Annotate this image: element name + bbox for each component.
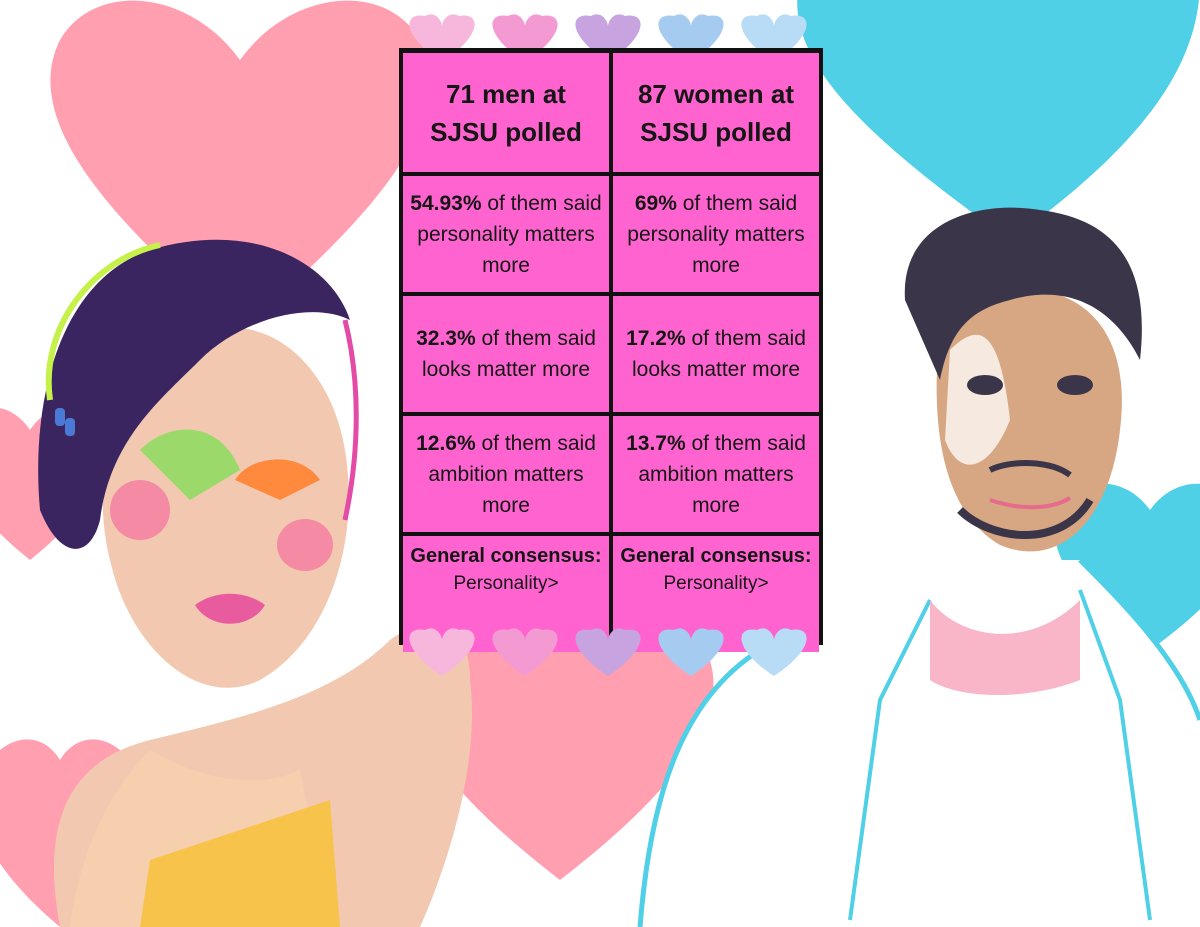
women-personality-stat: 69% of them said personality matters mor… <box>613 176 819 292</box>
stat-value: 17.2% <box>626 327 686 350</box>
stat-text: of them said looks matter more <box>421 327 596 381</box>
heart-icon-lavender <box>575 14 641 62</box>
stat-text: of them said looks matter more <box>631 327 806 381</box>
heart-icon-blue <box>658 628 724 676</box>
heart-icon-pink-light <box>409 628 475 676</box>
heart-icon-pink <box>492 628 558 676</box>
men-personality-stat: 54.93% of them said personality matters … <box>403 176 609 292</box>
women-header: 87 women at SJSU polled <box>613 53 819 172</box>
consensus-title: General consensus: <box>410 545 602 567</box>
stat-value: 12.6% <box>416 431 476 455</box>
consensus-title: General consensus: <box>620 545 812 567</box>
stat-text: of them said personality matters more <box>627 191 805 277</box>
heart-icon-pink-light <box>409 14 475 62</box>
pink-heart-mid <box>406 605 714 880</box>
heart-icon-pink <box>492 14 558 62</box>
heart-icon-blue-light <box>741 628 807 676</box>
women-ambition-stat: 13.7% of them said ambition matters more <box>613 416 819 532</box>
consensus-value: Personality> <box>453 573 559 594</box>
heart-icon-lavender <box>575 628 641 676</box>
blue-heart-large <box>797 0 1199 240</box>
stat-value: 69% <box>634 191 677 215</box>
bottom-heart-row <box>409 628 807 676</box>
pink-heart-large <box>50 0 430 330</box>
stat-value: 32.3% <box>416 327 476 350</box>
stat-value: 54.93% <box>410 191 482 215</box>
heart-icon-blue-light <box>741 14 807 62</box>
stat-text: of them said ambition matters more <box>638 431 806 517</box>
men-header: 71 men at SJSU polled <box>403 53 609 172</box>
blue-heart-right-mid <box>1055 483 1200 650</box>
stat-value: 13.7% <box>626 431 686 455</box>
poll-table: 71 men at SJSU polled 87 women at SJSU p… <box>399 48 823 652</box>
men-looks-stat: 32.3% of them said looks matter more <box>403 296 609 412</box>
stat-text: of them said personality matters more <box>417 191 602 277</box>
consensus-value: Personality> <box>663 573 769 594</box>
women-looks-stat: 17.2% of them said looks matter more <box>613 296 819 412</box>
men-ambition-stat: 12.6% of them said ambition matters more <box>403 416 609 532</box>
woman-illustration <box>38 239 472 927</box>
heart-icon-blue <box>658 14 724 62</box>
top-heart-row <box>409 14 807 62</box>
stat-text: of them said ambition matters more <box>428 431 596 517</box>
